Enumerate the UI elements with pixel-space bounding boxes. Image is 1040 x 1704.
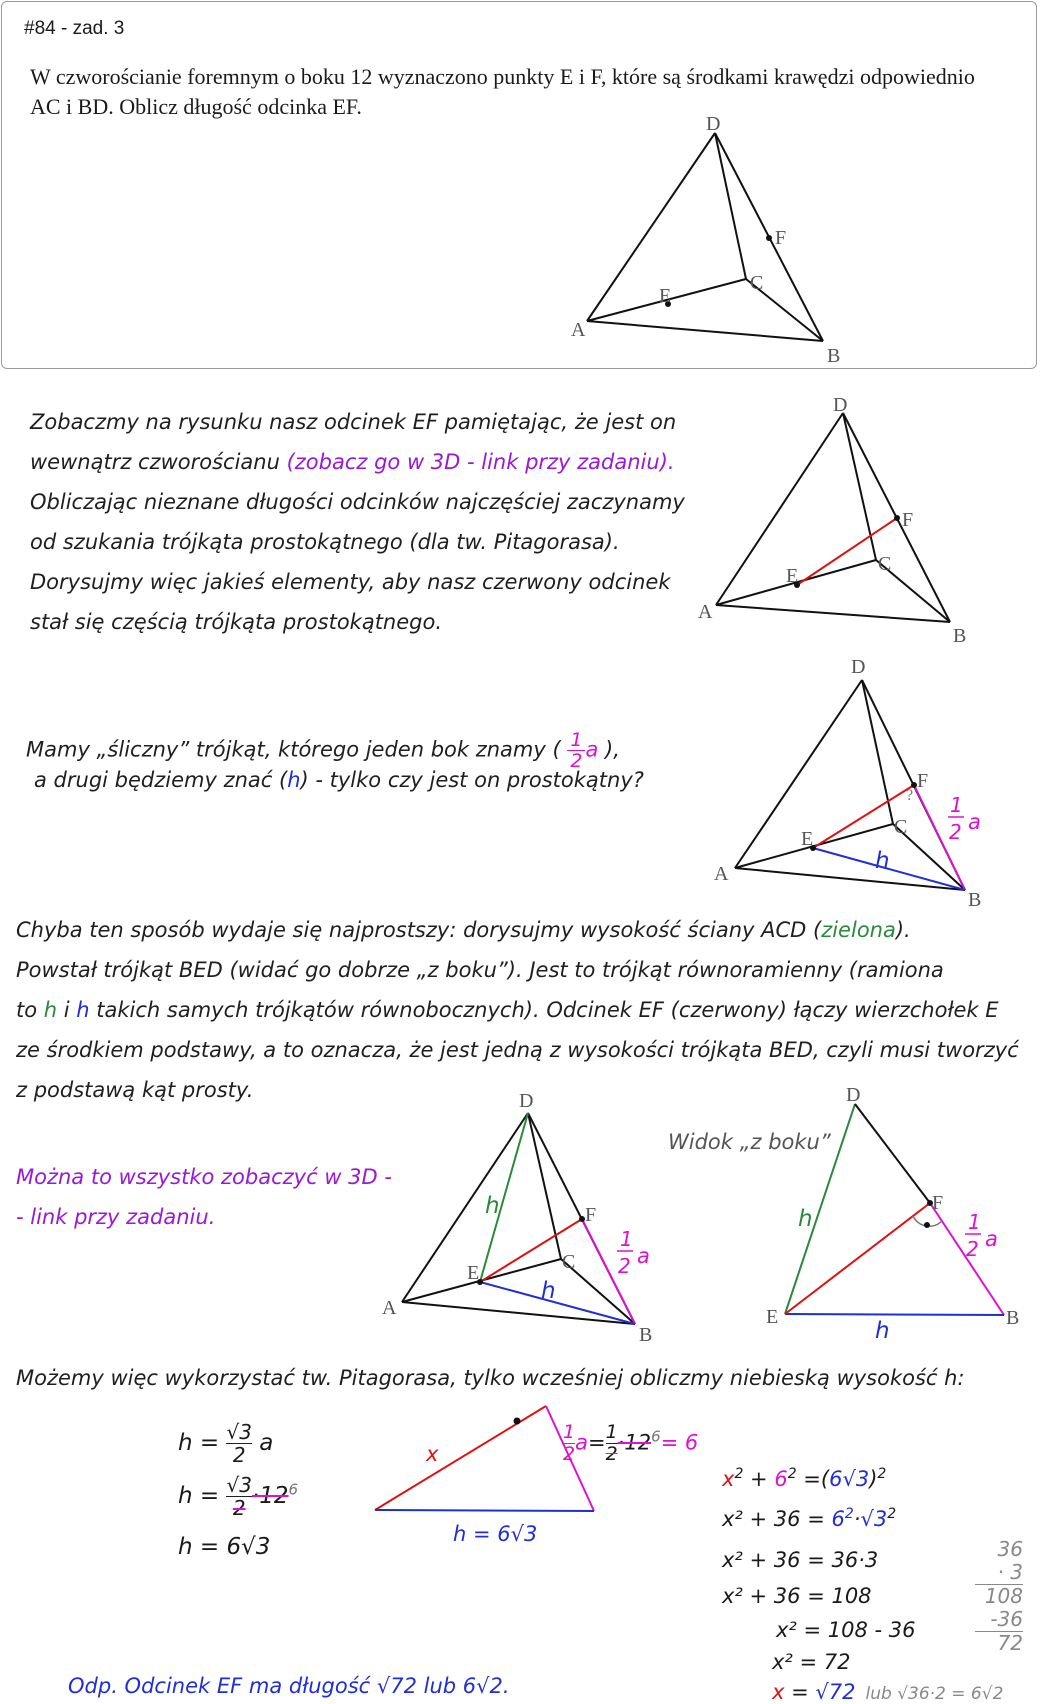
label-a: A bbox=[714, 863, 729, 885]
side-view-triangle: D F E B h h 1 2 a bbox=[766, 1084, 1019, 1344]
label-c: C bbox=[878, 553, 891, 575]
label-e: E bbox=[801, 828, 813, 850]
pyth-line2: x² + 36 = 62·√32 bbox=[722, 1506, 897, 1531]
para3-line5: z podstawą kąt prosty. bbox=[16, 1078, 254, 1102]
calc-h-row1: h = √3 2 a bbox=[178, 1420, 274, 1467]
half-a-calc: 1 2 a= 1 2 ·126= 6 bbox=[563, 1421, 699, 1465]
pyth-line3: x² + 36 = 36·3 bbox=[722, 1548, 879, 1572]
tetrahedron-figure-3: D A B C E F ? h 1 2 a bbox=[714, 656, 981, 911]
para1-line4: od szukania trójkąta prostokątnego (dla … bbox=[30, 530, 620, 554]
half-var: a bbox=[985, 1227, 998, 1251]
label-f: F bbox=[902, 509, 913, 531]
h-label: h bbox=[875, 848, 890, 874]
label-c: C bbox=[562, 1251, 575, 1273]
label-b: B bbox=[968, 889, 981, 911]
task-number: #84 - zad. 3 bbox=[24, 18, 125, 39]
h-green-label: h bbox=[798, 1206, 813, 1232]
h-green-label: h bbox=[485, 1193, 500, 1219]
question-mark: ? bbox=[906, 787, 913, 804]
para2-line1: Mamy „śliczny” trójkąt, którego jeden bo… bbox=[26, 729, 620, 772]
label-a: A bbox=[382, 1297, 397, 1319]
label-c: C bbox=[750, 272, 763, 294]
side-view-label: Widok „z boku” bbox=[668, 1130, 831, 1154]
label-f: F bbox=[775, 227, 786, 249]
label-d: D bbox=[851, 656, 865, 678]
label-e: E bbox=[467, 1262, 479, 1284]
half-var: a bbox=[637, 1244, 650, 1268]
pyth-line7: x = √72 lub √36·2 = 6√2 bbox=[772, 1680, 1004, 1704]
label-d: D bbox=[519, 1090, 533, 1112]
label-f: F bbox=[585, 1204, 596, 1226]
half-den: 2 bbox=[966, 1237, 979, 1261]
label-a: A bbox=[571, 319, 586, 341]
h-blue-label: h bbox=[875, 1318, 890, 1344]
tetrahedron-figure-4: D A B C E F h h 1 2 a bbox=[382, 1090, 652, 1346]
link-3d-line2[interactable]: - link przy zadaniu. bbox=[16, 1205, 216, 1229]
answer: Odp. Odcinek EF ma długość √72 lub 6√2. bbox=[68, 1674, 510, 1698]
label-b: B bbox=[953, 625, 966, 647]
para3-line4: ze środkiem podstawy, a to oznacza, że j… bbox=[16, 1038, 1019, 1062]
para3-line2: Powstał trójkąt BED (widać go dobrze „z … bbox=[16, 958, 944, 982]
para1-line1: Zobaczmy na rysunku nasz odcinek EF pami… bbox=[30, 410, 677, 434]
pyth-line1: x2 + 62 =(6√3)2 bbox=[722, 1466, 887, 1491]
para3-line3: to h i h takich samych trójkątów równobo… bbox=[16, 998, 999, 1022]
h-value-label: h = 6√3 bbox=[453, 1522, 537, 1546]
link-3d-inline[interactable]: (zobacz go w 3D - link przy zadaniu). bbox=[286, 450, 675, 474]
half-den: 2 bbox=[618, 1254, 631, 1278]
para2-line2: a drugi będziemy znać (h) - tylko czy je… bbox=[34, 768, 644, 792]
calc-h-row3: h = 6√3 bbox=[178, 1534, 271, 1560]
label-f: F bbox=[917, 770, 928, 792]
x-label: x bbox=[425, 1442, 439, 1466]
para1-line2: wewnątrz czworościanu (zobacz go w 3D - … bbox=[30, 450, 675, 474]
label-e: E bbox=[786, 565, 798, 587]
para3-line1: Chyba ten sposób wydaje się najprostszy:… bbox=[16, 918, 911, 942]
label-d: D bbox=[833, 394, 847, 416]
label-b: B bbox=[827, 345, 840, 367]
label-d: D bbox=[706, 113, 720, 135]
label-a: A bbox=[698, 601, 713, 623]
label-b: B bbox=[1006, 1307, 1019, 1329]
half-num: 1 bbox=[950, 793, 963, 817]
h-blue-label: h bbox=[541, 1278, 556, 1304]
link-3d-line1[interactable]: Można to wszystko zobaczyć w 3D - bbox=[16, 1165, 392, 1189]
para4: Możemy więc wykorzystać tw. Pitagorasa, … bbox=[16, 1366, 965, 1390]
label-e: E bbox=[766, 1306, 778, 1328]
tetrahedron-figure-2: D A B C E F bbox=[698, 394, 966, 647]
label-e: E bbox=[659, 285, 671, 307]
pyth-line6: x² = 72 bbox=[772, 1650, 851, 1674]
calc-h-row2: h = √3 2 ·126 bbox=[178, 1473, 299, 1520]
pyth-line4: x² + 36 = 108 bbox=[722, 1584, 872, 1608]
tetrahedron-figure-1: D A B C E F bbox=[571, 113, 840, 367]
half-num: 1 bbox=[968, 1210, 981, 1234]
label-c: C bbox=[894, 816, 907, 838]
half-var: a bbox=[968, 810, 981, 834]
task-box bbox=[1, 1, 1037, 369]
pyth-line5: x² = 108 - 36 bbox=[776, 1618, 916, 1642]
label-f: F bbox=[932, 1192, 943, 1214]
para1-line5: Dorysujmy więc jakieś elementy, aby nasz… bbox=[30, 570, 671, 594]
side-calculation: 36 · 3 108 -36 72 bbox=[975, 1538, 1023, 1655]
para1-line6: stał się częścią trójkąta prostokątnego. bbox=[30, 610, 443, 634]
right-triangle: x h = 6√3 bbox=[374, 1405, 595, 1546]
label-b: B bbox=[639, 1324, 652, 1346]
half-num: 1 bbox=[620, 1227, 633, 1251]
label-d: D bbox=[846, 1084, 860, 1106]
task-text: W czworościanie foremnym o boku 12 wyzna… bbox=[30, 64, 975, 119]
para1-line3: Obliczając nieznane długości odcinków na… bbox=[30, 490, 685, 514]
half-den: 2 bbox=[949, 820, 962, 844]
